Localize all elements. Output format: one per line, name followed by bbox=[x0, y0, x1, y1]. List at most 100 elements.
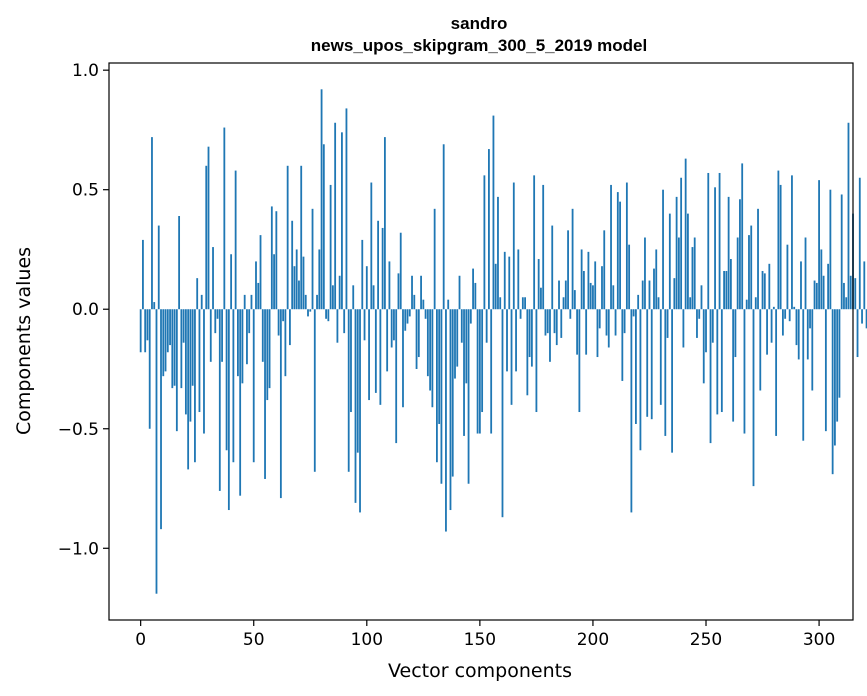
bar bbox=[320, 89, 323, 310]
bar bbox=[359, 309, 361, 513]
bar bbox=[795, 309, 798, 346]
bar bbox=[763, 273, 766, 310]
bar bbox=[696, 309, 698, 338]
bar bbox=[537, 259, 540, 310]
bar bbox=[318, 249, 321, 310]
bar bbox=[727, 196, 730, 310]
bar bbox=[682, 309, 685, 348]
bar bbox=[831, 309, 834, 475]
bar bbox=[214, 309, 217, 334]
bar bbox=[677, 237, 680, 310]
bar bbox=[433, 208, 436, 310]
bar bbox=[698, 309, 701, 319]
bar bbox=[745, 299, 748, 310]
bar bbox=[399, 232, 402, 310]
bar bbox=[687, 213, 689, 310]
bar bbox=[560, 309, 563, 338]
bar bbox=[847, 122, 850, 310]
bar bbox=[440, 309, 443, 484]
bar bbox=[148, 309, 151, 429]
bar bbox=[603, 230, 606, 310]
bar bbox=[827, 263, 830, 310]
bar bbox=[404, 309, 407, 331]
bar bbox=[526, 309, 529, 396]
bar-series bbox=[139, 89, 867, 594]
bar bbox=[503, 251, 506, 310]
bar bbox=[693, 237, 696, 310]
bar bbox=[530, 309, 533, 367]
bar bbox=[413, 294, 416, 310]
bar bbox=[365, 266, 368, 310]
bar bbox=[415, 309, 418, 369]
bar bbox=[779, 184, 782, 310]
bar bbox=[363, 309, 366, 341]
bar bbox=[270, 206, 273, 310]
bar bbox=[483, 175, 486, 310]
bar bbox=[610, 184, 612, 310]
bar bbox=[350, 309, 352, 413]
bar bbox=[420, 275, 422, 310]
bar bbox=[313, 309, 316, 472]
bar bbox=[386, 309, 389, 372]
bar bbox=[155, 309, 158, 594]
x-tick-label: 200 bbox=[577, 630, 609, 650]
bar bbox=[374, 309, 377, 393]
bar bbox=[187, 309, 190, 470]
bar bbox=[216, 309, 219, 319]
bar bbox=[641, 280, 644, 310]
bar bbox=[512, 182, 515, 310]
bar bbox=[813, 280, 816, 310]
bar bbox=[791, 175, 793, 310]
bar bbox=[501, 309, 504, 518]
bar bbox=[490, 309, 493, 434]
bar bbox=[800, 261, 802, 310]
bar bbox=[752, 309, 755, 487]
x-tick-label: 300 bbox=[803, 630, 835, 650]
bar bbox=[293, 266, 296, 310]
bar bbox=[585, 309, 588, 355]
bar bbox=[325, 309, 327, 319]
bar bbox=[736, 237, 739, 310]
bar bbox=[334, 122, 337, 310]
bar bbox=[151, 137, 153, 310]
bar bbox=[370, 182, 373, 310]
bar bbox=[255, 261, 257, 310]
bar bbox=[578, 309, 581, 413]
y-axis-label: Components values bbox=[13, 247, 35, 435]
bar bbox=[417, 309, 420, 358]
bar bbox=[809, 309, 811, 329]
bar bbox=[488, 149, 490, 310]
bar bbox=[431, 309, 434, 408]
bar bbox=[291, 220, 294, 310]
bar bbox=[266, 309, 269, 401]
bar bbox=[200, 294, 203, 310]
bar bbox=[580, 249, 583, 310]
bar bbox=[178, 216, 181, 310]
bar bbox=[558, 280, 560, 310]
y-tick-label: 0.5 bbox=[72, 181, 99, 201]
bar bbox=[605, 309, 608, 336]
bar bbox=[820, 249, 823, 310]
bar bbox=[849, 275, 852, 310]
bar bbox=[329, 184, 332, 310]
bar bbox=[587, 251, 590, 310]
bar bbox=[573, 290, 576, 310]
bar bbox=[286, 165, 289, 310]
bar bbox=[865, 309, 867, 329]
bar bbox=[408, 309, 411, 317]
bar bbox=[157, 225, 160, 310]
bar bbox=[655, 249, 658, 310]
bar bbox=[268, 309, 271, 389]
bar bbox=[858, 177, 861, 310]
bar bbox=[689, 297, 692, 310]
bar bbox=[646, 309, 649, 417]
bar bbox=[657, 297, 660, 310]
bar bbox=[564, 280, 567, 310]
bar bbox=[175, 309, 178, 432]
bar bbox=[845, 297, 848, 310]
bar bbox=[668, 213, 671, 310]
bar bbox=[492, 115, 495, 310]
bar bbox=[436, 309, 438, 463]
bar bbox=[304, 294, 307, 310]
bar bbox=[379, 309, 382, 405]
